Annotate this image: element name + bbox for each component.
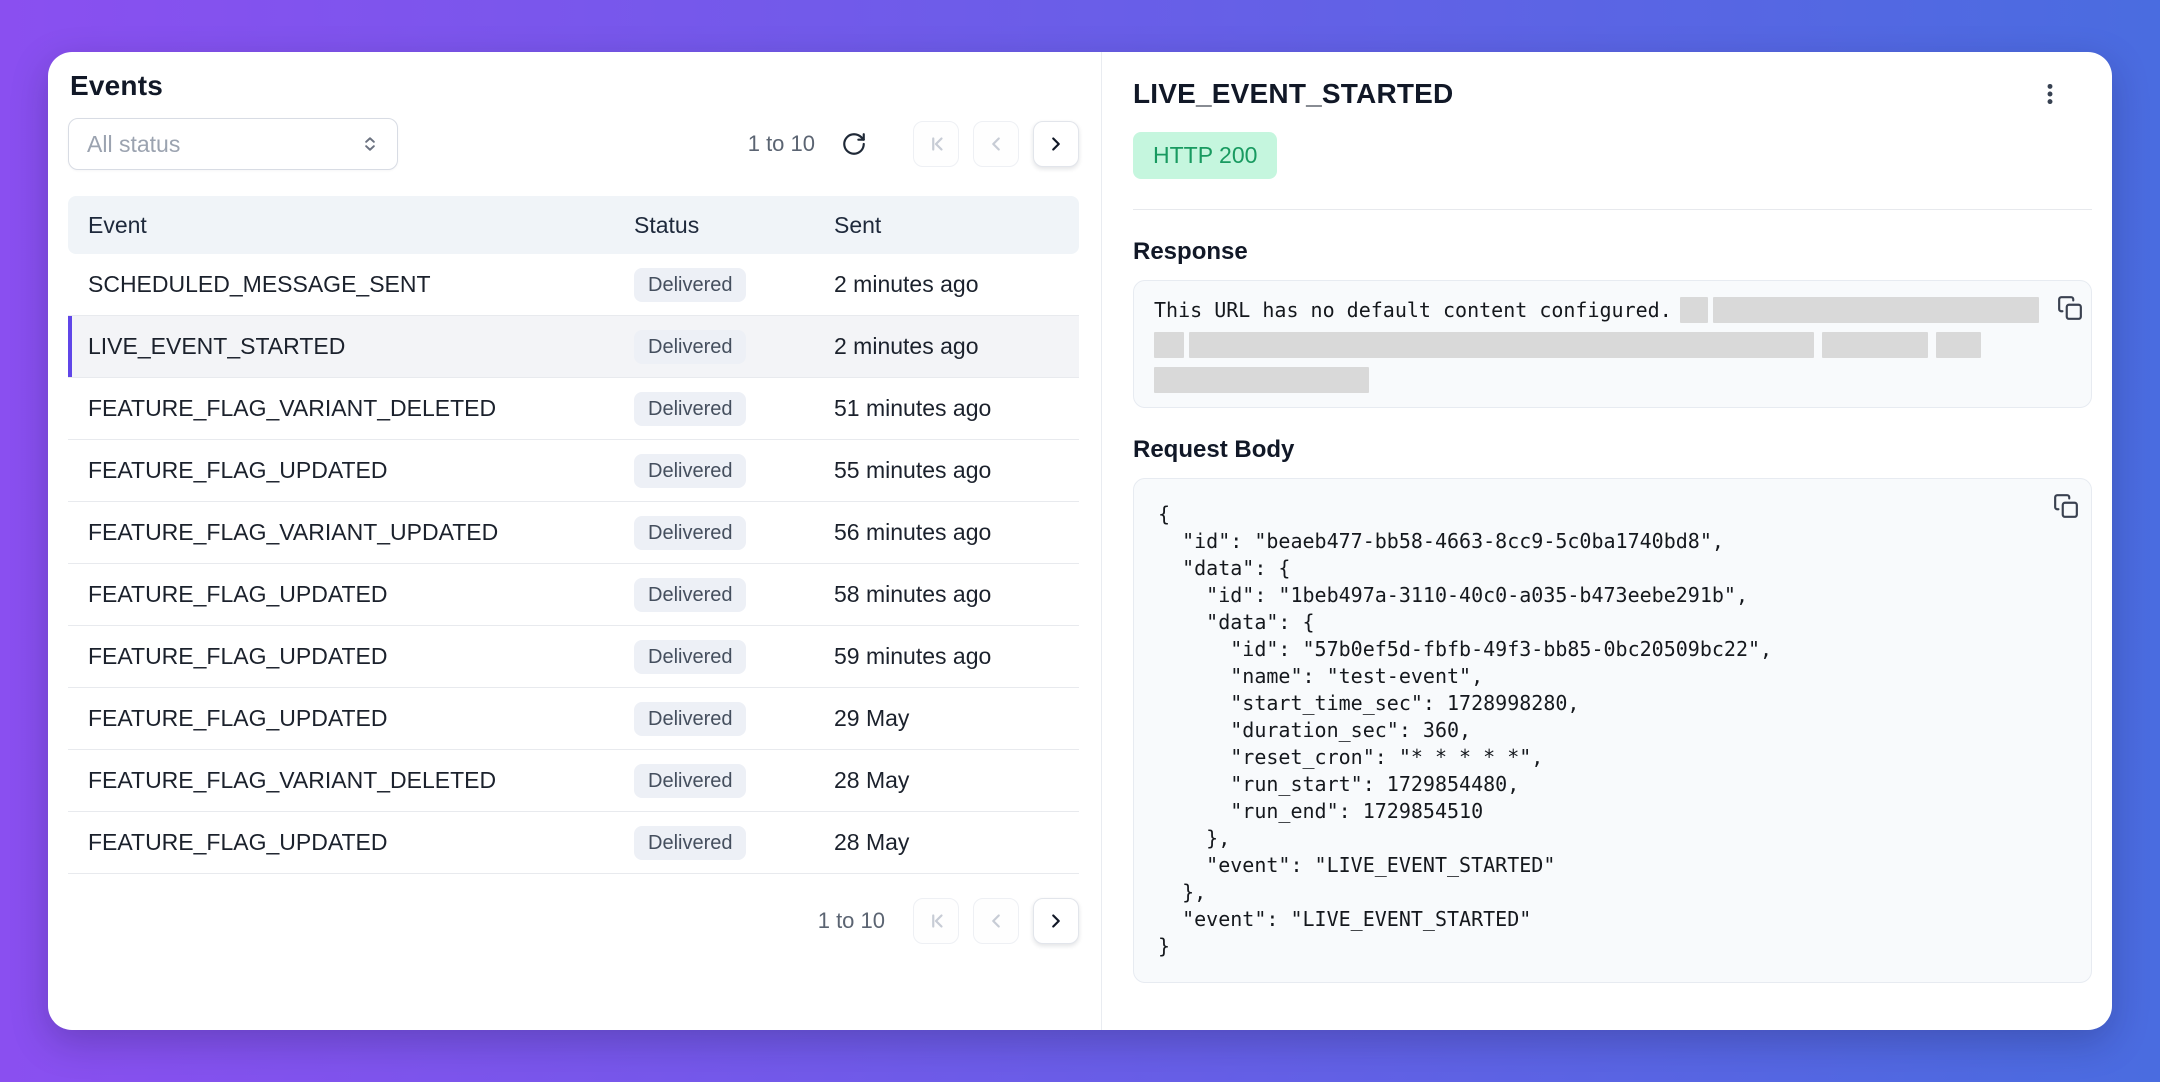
table-row[interactable]: FEATURE_FLAG_UPDATED Delivered 28 May — [68, 812, 1079, 874]
table-row[interactable]: LIVE_EVENT_STARTED Delivered 2 minutes a… — [68, 316, 1079, 378]
status-badge: Delivered — [634, 329, 834, 364]
copy-icon — [2053, 493, 2079, 519]
table-row[interactable]: SCHEDULED_MESSAGE_SENT Delivered 2 minut… — [68, 254, 1079, 316]
bottom-pagination: 1 to 10 — [68, 898, 1079, 944]
next-page-button[interactable] — [1033, 121, 1079, 167]
section-divider — [1133, 209, 2092, 210]
redacted-bar — [1936, 332, 1981, 358]
chevron-right-icon — [1045, 910, 1067, 932]
table-row[interactable]: FEATURE_FLAG_VARIANT_DELETED Delivered 2… — [68, 750, 1079, 812]
sent-time: 56 minutes ago — [834, 519, 992, 545]
previous-page-button[interactable] — [973, 121, 1019, 167]
status-badge: Delivered — [634, 701, 834, 736]
response-line — [1154, 332, 2039, 358]
status-badge: Delivered — [634, 825, 834, 860]
sent-time: 59 minutes ago — [834, 643, 992, 669]
next-page-button[interactable] — [1033, 898, 1079, 944]
chevron-left-icon — [985, 910, 1007, 932]
event-name: LIVE_EVENT_STARTED — [88, 333, 346, 359]
redacted-bar — [1154, 367, 1369, 393]
status-badge: Delivered — [634, 391, 834, 426]
response-line — [1154, 367, 2039, 393]
pagination-range-label: 1 to 10 — [747, 131, 815, 156]
status-badge: Delivered — [634, 453, 834, 488]
table-row[interactable]: FEATURE_FLAG_UPDATED Delivered 55 minute… — [68, 440, 1079, 502]
detail-title: LIVE_EVENT_STARTED — [1133, 78, 1454, 109]
response-message: This URL has no default content configur… — [1154, 298, 1672, 322]
events-panel: Events All status 1 to 10 — [48, 52, 1102, 1030]
event-name: FEATURE_FLAG_VARIANT_UPDATED — [88, 519, 499, 545]
main-card: Events All status 1 to 10 — [48, 52, 2112, 1030]
events-controls-row: All status 1 to 10 — [68, 118, 1079, 170]
more-options-button[interactable] — [2036, 80, 2064, 108]
status-badge: Delivered — [634, 577, 834, 612]
status-badge: Delivered — [634, 267, 834, 302]
table-row[interactable]: FEATURE_FLAG_VARIANT_DELETED Delivered 5… — [68, 378, 1079, 440]
request-body-card: { "id": "beaeb477-bb58-4663-8cc9-5c0ba17… — [1133, 478, 2092, 983]
table-row[interactable]: FEATURE_FLAG_VARIANT_UPDATED Delivered 5… — [68, 502, 1079, 564]
chevron-right-icon — [1045, 133, 1067, 155]
chevron-up-down-icon — [359, 133, 381, 155]
event-name: FEATURE_FLAG_VARIANT_DELETED — [88, 767, 497, 793]
redacted-bar — [1154, 332, 1184, 358]
sent-time: 29 May — [834, 705, 910, 731]
copy-icon — [2057, 295, 2083, 321]
detail-header: LIVE_EVENT_STARTED — [1133, 76, 2092, 110]
top-pagination: 1 to 10 — [748, 121, 1079, 167]
status-badge: Delivered — [634, 639, 834, 674]
event-name: FEATURE_FLAG_VARIANT_DELETED — [88, 395, 497, 421]
status-filter-select[interactable]: All status — [68, 118, 398, 170]
event-name: FEATURE_FLAG_UPDATED — [88, 581, 388, 607]
sent-time: 58 minutes ago — [834, 581, 992, 607]
response-heading: Response — [1133, 238, 1248, 265]
refresh-button[interactable] — [841, 131, 867, 157]
redacted-bar — [1712, 297, 2039, 323]
vertical-ellipsis-icon — [2036, 80, 2064, 108]
sent-time: 55 minutes ago — [834, 457, 992, 483]
table-row[interactable]: FEATURE_FLAG_UPDATED Delivered 29 May — [68, 688, 1079, 750]
chevron-first-icon — [925, 133, 947, 155]
chevron-left-icon — [985, 133, 1007, 155]
status-filter-value: All status — [87, 130, 181, 157]
event-name: SCHEDULED_MESSAGE_SENT — [88, 271, 431, 297]
copy-request-body-button[interactable] — [2053, 493, 2079, 519]
event-name: FEATURE_FLAG_UPDATED — [88, 457, 388, 483]
event-name: FEATURE_FLAG_UPDATED — [88, 643, 388, 669]
events-panel-title: Events — [70, 70, 164, 101]
status-badge: Delivered — [634, 515, 834, 550]
request-body-heading: Request Body — [1133, 436, 1295, 463]
chevron-first-icon — [925, 910, 947, 932]
sent-time: 2 minutes ago — [834, 271, 979, 297]
event-name: FEATURE_FLAG_UPDATED — [88, 705, 388, 731]
event-detail-panel: LIVE_EVENT_STARTED HTTP 200 Response — [1102, 52, 2112, 1030]
first-page-button[interactable] — [913, 898, 959, 944]
column-header-sent: Sent — [834, 211, 882, 238]
status-badge: Delivered — [634, 763, 834, 798]
event-name: FEATURE_FLAG_UPDATED — [88, 829, 388, 855]
response-card: This URL has no default content configur… — [1133, 280, 2092, 408]
events-table-header: Event Status Sent — [68, 196, 1079, 254]
sent-time: 51 minutes ago — [834, 395, 992, 421]
sent-time: 28 May — [834, 829, 910, 855]
refresh-icon — [841, 131, 867, 157]
table-row[interactable]: FEATURE_FLAG_UPDATED Delivered 58 minute… — [68, 564, 1079, 626]
sent-time: 28 May — [834, 767, 910, 793]
column-header-event: Event — [88, 211, 147, 238]
sent-time: 2 minutes ago — [834, 333, 979, 359]
redacted-bar — [1822, 332, 1928, 358]
table-row[interactable]: FEATURE_FLAG_UPDATED Delivered 59 minute… — [68, 626, 1079, 688]
redacted-bar — [1679, 297, 1708, 323]
redacted-bar — [1189, 332, 1814, 358]
first-page-button[interactable] — [913, 121, 959, 167]
copy-response-button[interactable] — [2057, 295, 2083, 321]
pagination-range-label: 1 to 10 — [817, 908, 885, 933]
response-line: This URL has no default content configur… — [1154, 297, 2039, 323]
previous-page-button[interactable] — [973, 898, 1019, 944]
events-table: Event Status Sent SCHEDULED_MESSAGE_SENT… — [68, 196, 1079, 874]
request-body-json: { "id": "beaeb477-bb58-4663-8cc9-5c0ba17… — [1158, 502, 1773, 958]
column-header-status: Status — [634, 211, 700, 238]
http-status-badge: HTTP 200 — [1133, 132, 1278, 179]
